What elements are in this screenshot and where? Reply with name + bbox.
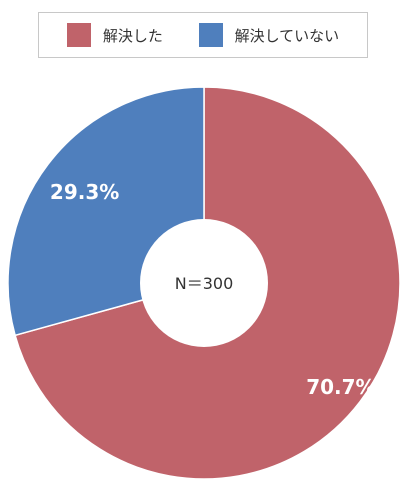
legend-swatch-resolved — [66, 23, 91, 47]
legend-swatch-unresolved — [198, 23, 223, 47]
legend-label-resolved: 解決した — [102, 26, 163, 45]
legend-label-unresolved: 解決していない — [234, 26, 340, 45]
legend-item-resolved: 解決した — [66, 23, 163, 47]
slice-label-unresolved: 29.3% — [50, 180, 119, 204]
center-label: N＝300 — [175, 274, 234, 293]
slice-label-resolved: 70.7% — [306, 375, 375, 399]
donut-hole — [140, 219, 268, 347]
chart-legend: 解決した 解決していない — [38, 12, 368, 58]
slice-labels: 70.7% 29.3% — [50, 180, 376, 399]
legend-item-unresolved: 解決していない — [198, 23, 340, 47]
